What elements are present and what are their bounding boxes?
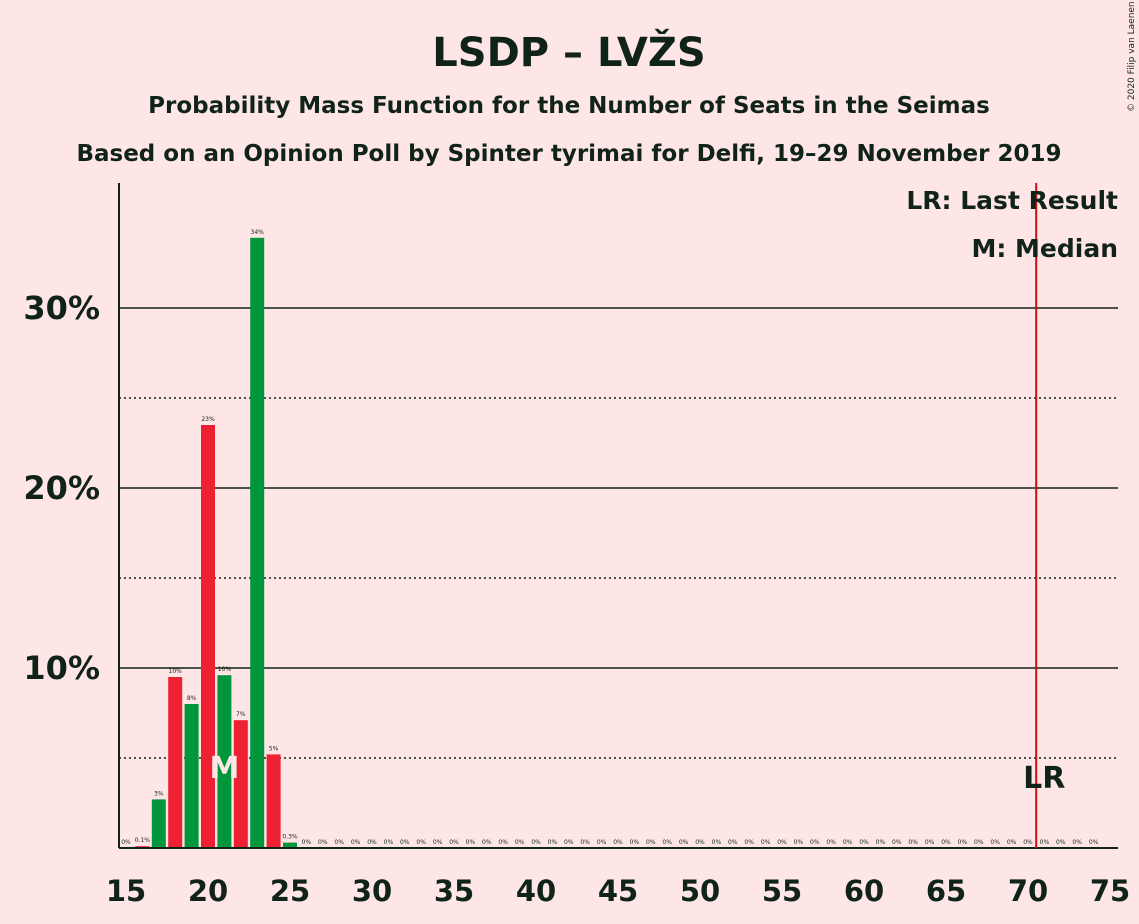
bar-seat-25: [283, 842, 297, 848]
bar-label-seat-47: 0%: [646, 839, 656, 846]
bar-label-seat-64: 0%: [925, 839, 935, 846]
grid-lines: [119, 307, 1118, 759]
bar-label-seat-56: 0%: [794, 839, 804, 846]
bar-label-seat-61: 0%: [876, 839, 886, 846]
bar-label-seat-23: 34%: [251, 229, 265, 236]
bar-label-seat-50: 0%: [695, 839, 705, 846]
bar-label-seat-41: 0%: [548, 839, 558, 846]
bar-label-seat-29: 0%: [351, 839, 361, 846]
x-axis-ticks: 15 20 25 30 35 40 45 50 55 60 65 70 75: [106, 874, 1130, 908]
bar-label-seat-70: 0%: [1023, 839, 1033, 846]
x-tick-label: 20: [188, 874, 228, 908]
bar-label-seat-55: 0%: [777, 839, 787, 846]
x-tick-label: 25: [270, 874, 310, 908]
bar-label-seat-57: 0%: [810, 839, 820, 846]
x-tick-label: 35: [434, 874, 474, 908]
bar-label-seat-16: 0.1%: [135, 837, 151, 844]
bar-label-seat-27: 0%: [318, 839, 328, 846]
last-result-marker: LR: [1023, 761, 1065, 796]
bar-label-seat-71: 0%: [1040, 839, 1050, 846]
legend-median: M: Median: [971, 234, 1118, 263]
bar-value-labels: 0% 0.1% 3% 10% 8% 23% 10% 7% 34% 5% 0.3% 0% 0% 0% 0% 0%…: [121, 229, 1098, 846]
bar-label-seat-53: 0%: [744, 839, 754, 846]
bar-label-seat-48: 0%: [662, 839, 672, 846]
bar-label-seat-59: 0%: [843, 839, 853, 846]
bar-label-seat-25: 0.3%: [282, 834, 298, 841]
chart-subtitle-poll: Based on an Opinion Poll by Spinter tyri…: [76, 141, 1061, 167]
x-tick-label: 55: [762, 874, 802, 908]
bar-label-seat-45: 0%: [613, 839, 623, 846]
y-axis-ticks: 10% 20% 30%: [23, 289, 100, 687]
bar-label-seat-73: 0%: [1072, 839, 1082, 846]
bar-label-seat-32: 0%: [400, 839, 410, 846]
bar-label-seat-35: 0%: [449, 839, 459, 846]
copyright-notice: © 2020 Filip van Laenen: [1127, 1, 1137, 112]
x-tick-label: 70: [1008, 874, 1048, 908]
bar-label-seat-39: 0%: [515, 839, 525, 846]
bar-label-seat-33: 0%: [416, 839, 426, 846]
legend-last-result: LR: Last Result: [906, 186, 1118, 215]
x-tick-label: 45: [598, 874, 638, 908]
x-tick-label: 15: [106, 874, 146, 908]
bar-label-seat-67: 0%: [974, 839, 984, 846]
bar-seat-18: [168, 677, 183, 848]
bar-label-seat-24: 5%: [269, 745, 279, 752]
bar-label-seat-36: 0%: [466, 839, 476, 846]
bar-seat-22: [233, 720, 248, 848]
bar-label-seat-60: 0%: [859, 839, 869, 846]
chart-title: LSDP – LVŽS: [432, 28, 705, 76]
x-tick-label: 50: [680, 874, 720, 908]
bar-label-seat-26: 0%: [302, 839, 312, 846]
bar-label-seat-17: 3%: [154, 790, 164, 797]
x-tick-label: 65: [926, 874, 966, 908]
bar-label-seat-34: 0%: [433, 839, 443, 846]
bar-label-seat-28: 0%: [334, 839, 344, 846]
bar-label-seat-44: 0%: [597, 839, 607, 846]
chart-subtitle: Probability Mass Function for the Number…: [148, 93, 990, 119]
bar-label-seat-72: 0%: [1056, 839, 1066, 846]
bar-label-seat-21: 10%: [218, 666, 232, 673]
bar-label-seat-62: 0%: [892, 839, 902, 846]
x-tick-label: 60: [844, 874, 884, 908]
x-tick-label: 30: [352, 874, 392, 908]
bar-label-seat-43: 0%: [580, 839, 590, 846]
bar-seat-17: [151, 799, 166, 848]
bar-label-seat-54: 0%: [761, 839, 771, 846]
bar-seat-24: [266, 754, 281, 848]
bar-label-seat-51: 0%: [712, 839, 722, 846]
bar-label-seat-42: 0%: [564, 839, 574, 846]
bar-seat-20: [201, 425, 215, 848]
bar-label-seat-37: 0%: [482, 839, 492, 846]
bar-label-seat-19: 8%: [187, 695, 197, 702]
bar-label-seat-69: 0%: [1007, 839, 1017, 846]
bar-label-seat-49: 0%: [679, 839, 689, 846]
bar-label-seat-46: 0%: [630, 839, 640, 846]
bar-label-seat-31: 0%: [384, 839, 394, 846]
bar-label-seat-58: 0%: [826, 839, 836, 846]
bar-label-seat-38: 0%: [498, 839, 508, 846]
y-tick-label: 10%: [23, 649, 100, 687]
bar-seat-19: [184, 704, 199, 848]
bar-label-seat-18: 10%: [169, 668, 183, 675]
bar-seat-23: [250, 237, 265, 849]
y-tick-label: 20%: [23, 469, 100, 507]
bar-label-seat-66: 0%: [958, 839, 968, 846]
bar-label-seat-63: 0%: [908, 839, 918, 846]
bar-label-seat-74: 0%: [1089, 839, 1099, 846]
median-marker: M: [209, 751, 239, 786]
bar-label-seat-30: 0%: [367, 839, 377, 846]
bar-label-seat-15: 0%: [121, 839, 131, 846]
bars: [135, 237, 297, 849]
bar-label-seat-20: 23%: [201, 416, 215, 423]
x-tick-label: 75: [1090, 874, 1130, 908]
bar-label-seat-40: 0%: [531, 839, 541, 846]
bar-label-seat-65: 0%: [941, 839, 951, 846]
bar-label-seat-22: 7%: [236, 711, 246, 718]
bar-seat-21: [217, 675, 232, 848]
y-tick-label: 30%: [23, 289, 100, 327]
bar-label-seat-68: 0%: [990, 839, 1000, 846]
bar-label-seat-52: 0%: [728, 839, 738, 846]
x-tick-label: 40: [516, 874, 556, 908]
